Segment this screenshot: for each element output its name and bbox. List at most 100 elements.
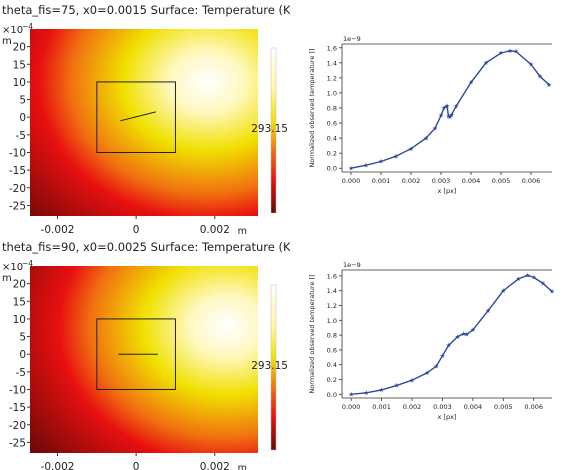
- region-box: [96, 81, 176, 153]
- data-point: ★: [537, 73, 543, 81]
- x-tick-label: 0.000: [342, 177, 361, 185]
- y-tick-label: 0: [19, 112, 26, 124]
- series-line: [351, 274, 553, 395]
- data-point: ★: [525, 271, 531, 279]
- data-point: ★: [507, 47, 513, 55]
- y-tick-label: 1.2: [327, 74, 337, 82]
- data-point: ★: [453, 103, 459, 111]
- y-tick-label: -10: [9, 384, 26, 396]
- temperature-surface-plot-1: theta_fis=75, x0=0.0015 Surface: Tempera…: [2, 3, 290, 237]
- y-tick-label: 0.0: [327, 391, 337, 399]
- x-tick-label: -0.002: [41, 224, 75, 236]
- x-tick-label: 0.005: [494, 403, 513, 411]
- data-point: ★: [461, 330, 467, 338]
- data-point: ★: [394, 382, 400, 390]
- x-tick-label: 0.002: [200, 461, 230, 470]
- y-tick-label: 1.0: [327, 317, 337, 325]
- data-point: ★: [498, 49, 504, 57]
- plot-title: theta_fis=90, x0=0.0025 Surface: Tempera…: [2, 240, 290, 254]
- data-point: ★: [438, 112, 444, 120]
- y-tick-label: 1.6: [327, 272, 337, 280]
- x-axis-label: x [px]: [438, 187, 457, 195]
- y-axis-unit: m: [2, 36, 12, 47]
- y-tick-label: -15: [9, 165, 26, 177]
- y-axis-unit: m: [2, 273, 12, 284]
- x-axis-label: x [px]: [438, 413, 457, 421]
- data-point: ★: [363, 389, 369, 397]
- y-tick-label: 0: [19, 349, 26, 361]
- data-point: ★: [485, 307, 491, 315]
- data-point: ★: [531, 274, 537, 282]
- x-tick-label: 0.002: [403, 403, 422, 411]
- x-tick-label: 0: [133, 461, 140, 470]
- data-point: ★: [446, 342, 452, 350]
- data-point: ★: [440, 352, 446, 360]
- y-tick-label: 20: [13, 42, 26, 54]
- y-tick-label: 1.4: [327, 59, 337, 67]
- data-point: ★: [432, 125, 438, 133]
- y-tick-label: 20: [13, 279, 26, 291]
- x-tick-label: 0.006: [522, 177, 541, 185]
- data-point: ★: [513, 48, 519, 56]
- data-point: ★: [378, 158, 384, 166]
- x-tick-label: 0.002: [200, 224, 230, 236]
- data-point: ★: [441, 104, 447, 112]
- y-offset-label: 1e−9: [343, 261, 361, 269]
- y-tick-label: 0.4: [327, 361, 337, 369]
- y-tick-label: 0.2: [327, 376, 337, 384]
- x-axis-unit: m: [238, 463, 247, 470]
- x-tick-label: 0.005: [492, 177, 511, 185]
- y-tick-label: -25: [9, 200, 26, 212]
- x-tick-label: 0.001: [372, 403, 391, 411]
- y-axis-label: Normalized observed temperature []: [308, 274, 316, 393]
- y-tick-label: 1.4: [327, 287, 337, 295]
- data-point: ★: [549, 288, 555, 296]
- data-point: ★: [447, 113, 453, 121]
- y-tick-label: -25: [9, 437, 26, 449]
- x-tick-label: 0.006: [524, 403, 543, 411]
- colorbar: [271, 48, 276, 213]
- y-tick-label: 0.6: [327, 346, 337, 354]
- data-point: ★: [516, 275, 522, 283]
- y-tick-label: 1.2: [327, 302, 337, 310]
- x-tick-label: 0.001: [372, 177, 391, 185]
- y-tick-label: 15: [13, 296, 26, 308]
- y-tick-label: 10: [13, 314, 26, 326]
- y-tick-label: -10: [9, 147, 26, 159]
- data-point: ★: [379, 386, 385, 394]
- y-tick-label: 0.8: [327, 332, 337, 340]
- y-tick-label: -20: [9, 420, 26, 432]
- data-point: ★: [444, 102, 450, 110]
- data-point: ★: [528, 61, 534, 69]
- data-point: ★: [409, 376, 415, 384]
- y-axis-multiplier: ×10: [2, 262, 23, 273]
- x-tick-label: 0.002: [402, 177, 421, 185]
- y-tick-label: -5: [16, 367, 26, 379]
- data-point: ★: [483, 59, 489, 67]
- data-point: ★: [449, 111, 455, 119]
- y-axis-label: Normalized observed temperature []: [308, 48, 316, 167]
- x-tick-label: 0.004: [464, 403, 483, 411]
- y-axis-exponent: −4: [22, 22, 33, 31]
- y-axis-exponent: −4: [22, 259, 33, 268]
- y-tick-label: 1.0: [327, 89, 337, 97]
- y-tick-label: 0.0: [327, 165, 337, 173]
- y-tick-label: -5: [16, 130, 26, 142]
- data-point: ★: [433, 362, 439, 370]
- x-tick-label: 0.003: [432, 177, 451, 185]
- y-tick-label: 0.8: [327, 105, 337, 113]
- y-tick-label: 15: [13, 59, 26, 71]
- colorbar-frame: [270, 47, 277, 214]
- y-tick-label: 0.6: [327, 120, 337, 128]
- y-tick-label: -20: [9, 183, 26, 195]
- data-point: ★: [455, 333, 461, 341]
- data-point: ★: [348, 164, 354, 172]
- colorbar: [271, 285, 276, 450]
- data-point: ★: [470, 326, 476, 334]
- temperature-field: [30, 29, 258, 216]
- y-tick-label: 0.2: [327, 150, 337, 158]
- y-offset-label: 1e−9: [343, 35, 361, 43]
- data-point: ★: [540, 280, 546, 288]
- x-tick-label: 0.003: [433, 403, 452, 411]
- y-tick-label: 10: [13, 77, 26, 89]
